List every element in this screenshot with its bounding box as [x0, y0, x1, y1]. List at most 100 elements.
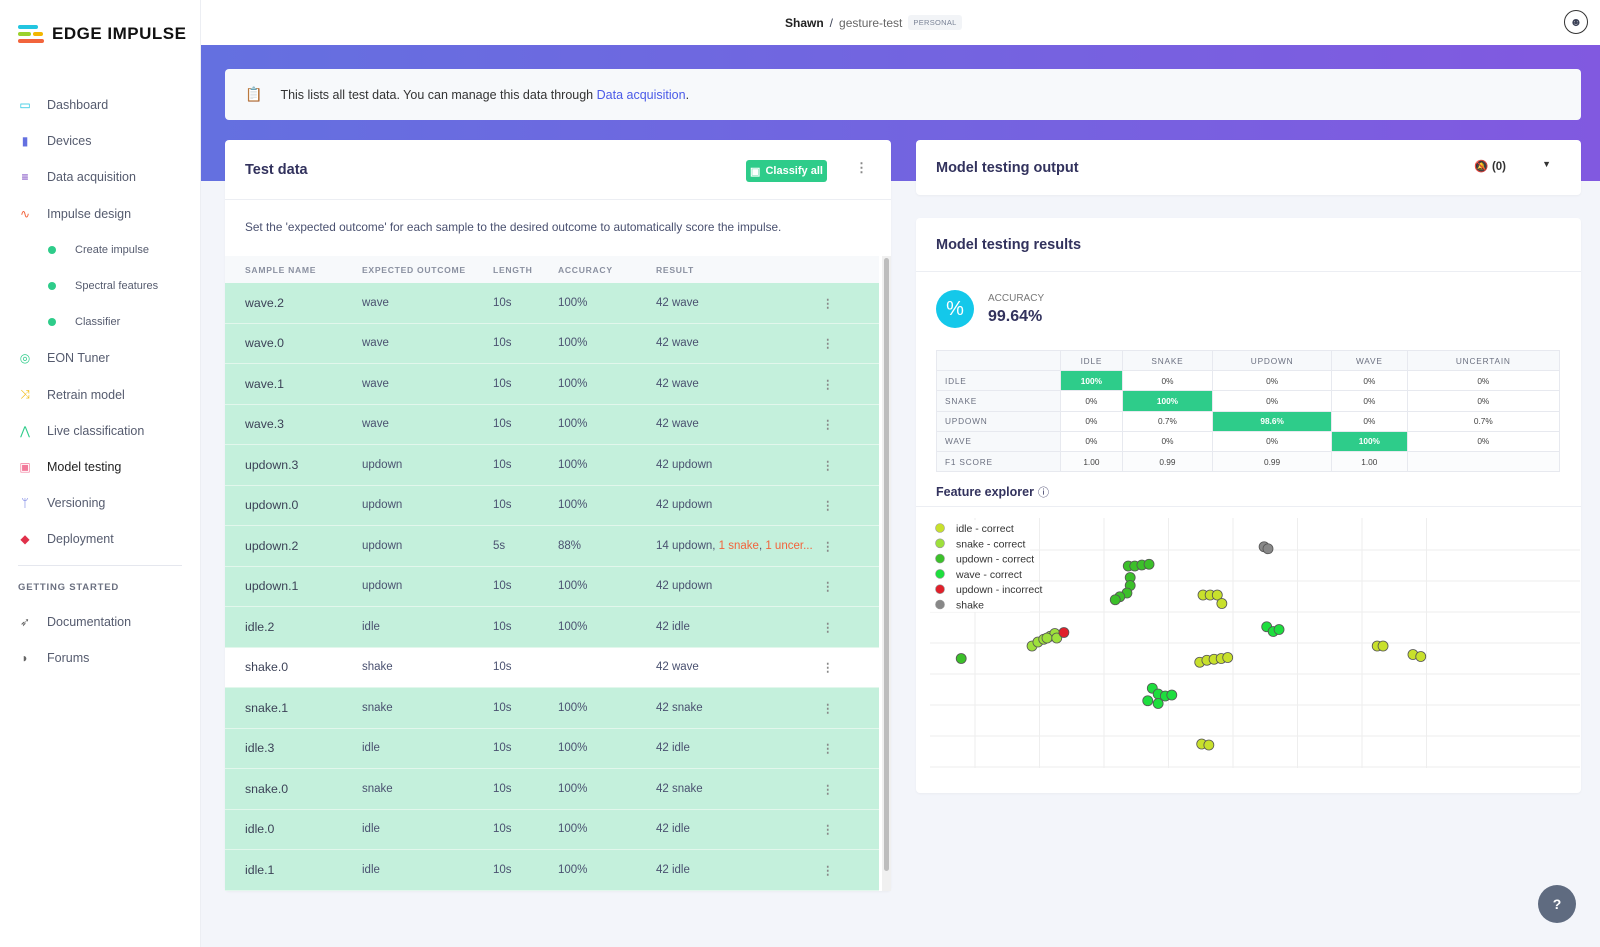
feature-explorer-chart[interactable]: idle - correct snake - correct updown - co… [930, 518, 1580, 768]
data-point[interactable] [1142, 695, 1154, 707]
database-icon: ≡ [21, 170, 29, 185]
row-menu-icon[interactable]: ⋮ [822, 702, 834, 715]
table-row[interactable]: wave.2 wave 10s 100% 42 wave ⋮ [225, 283, 879, 324]
data-point[interactable] [1273, 624, 1285, 635]
breadcrumb: Shawn / gesture-test PERSONAL [785, 15, 962, 30]
table-row[interactable]: updown.2 updown 5s 88% 14 updown, 1 snak… [225, 526, 879, 567]
table-row[interactable]: shake.0 shake 10s 42 wave ⋮ [225, 647, 879, 688]
sidebar-item-data-acquisition[interactable]: ≡ Data acquisition [0, 159, 200, 195]
classify-all-button[interactable]: ▣ Classify all [746, 160, 827, 182]
sidebar-item-live-classification[interactable]: ⋀ Live classification [0, 413, 200, 449]
table-row[interactable]: idle.3 idle 10s 100% 42 idle ⋮ [225, 728, 879, 769]
data-point[interactable] [1041, 632, 1053, 644]
data-point[interactable] [1109, 594, 1121, 606]
legend-label[interactable]: idle - correct [956, 523, 1014, 535]
breadcrumb-project[interactable]: gesture-test [839, 15, 903, 30]
row-menu-icon[interactable]: ⋮ [822, 621, 834, 634]
col-result[interactable]: RESULT [656, 264, 694, 275]
sidebar-item-classifier[interactable]: Classifier [0, 304, 200, 340]
sidebar-item-deployment[interactable]: ◆ Deployment [0, 521, 200, 557]
row-menu-icon[interactable]: ⋮ [822, 297, 834, 310]
sidebar-item-retrain-model[interactable]: ⤨ Retrain model [0, 377, 200, 413]
result-text: 42 snake [656, 782, 703, 795]
sidebar-item-eon-tuner[interactable]: ◎ EON Tuner [0, 340, 200, 376]
table-row[interactable]: updown.0 updown 10s 100% 42 updown ⋮ [225, 485, 879, 526]
sidebar-item-impulse-design[interactable]: ∿ Impulse design [0, 196, 200, 232]
table-row[interactable]: idle.0 idle 10s 100% 42 idle ⋮ [225, 809, 879, 850]
matrix-cell: 0% [1331, 370, 1408, 392]
legend-label[interactable]: shake [956, 600, 984, 612]
table-row[interactable]: updown.3 updown 10s 100% 42 updown ⋮ [225, 445, 879, 486]
data-point[interactable] [1377, 640, 1389, 652]
sidebar-item-forums[interactable]: ◗ Forums [0, 640, 200, 676]
data-point[interactable] [1051, 632, 1063, 644]
table-row[interactable]: snake.1 snake 10s 100% 42 snake ⋮ [225, 688, 879, 729]
matrix-header-row: IDLE SNAKE UPDOWN WAVE UNCERTAIN [936, 349, 1561, 372]
row-menu-icon[interactable]: ⋮ [822, 459, 834, 472]
sidebar-item-model-testing[interactable]: ▣ Model testing [0, 449, 200, 485]
expected-outcome: updown [362, 458, 403, 471]
sample-length: 10s [493, 337, 512, 350]
sample-length: 10s [493, 418, 512, 431]
data-point[interactable] [1262, 543, 1274, 555]
data-point[interactable] [1216, 598, 1228, 609]
row-menu-icon[interactable]: ⋮ [822, 864, 834, 877]
legend-label[interactable]: updown - incorrect [956, 584, 1042, 596]
scrollbar-thumb[interactable] [884, 258, 889, 871]
result-text: 42 updown [656, 580, 713, 593]
sidebar-item-create-impulse[interactable]: Create impulse [0, 232, 200, 268]
data-point[interactable] [1058, 627, 1070, 638]
row-menu-icon[interactable]: ⋮ [822, 378, 834, 391]
sidebar-item-versioning[interactable]: ᛘ Versioning [0, 485, 200, 521]
data-point[interactable] [1152, 698, 1164, 709]
status-dot-icon [48, 245, 56, 254]
scrollbar[interactable] [882, 256, 891, 891]
table-row[interactable]: wave.3 wave 10s 100% 42 wave ⋮ [225, 404, 879, 445]
row-menu-icon[interactable]: ⋮ [822, 581, 834, 594]
data-point[interactable] [1203, 739, 1215, 751]
user-avatar[interactable]: ☻ [1564, 10, 1588, 34]
row-menu-icon[interactable]: ⋮ [822, 338, 834, 351]
table-row[interactable]: idle.1 idle 10s 100% 42 idle ⋮ [225, 850, 879, 891]
help-button[interactable]: ? [1538, 885, 1576, 923]
matrix-row: SNAKE 0% 100% 0% 0% 0% [936, 390, 1561, 412]
more-options-icon[interactable]: ⋮ [855, 160, 868, 175]
data-point[interactable] [1143, 558, 1155, 570]
table-row[interactable]: idle.2 idle 10s 100% 42 idle ⋮ [225, 607, 879, 648]
sample-accuracy: 100% [558, 620, 588, 633]
sidebar-item-devices[interactable]: ▮ Devices [0, 123, 200, 159]
table-row[interactable]: wave.0 wave 10s 100% 42 wave ⋮ [225, 323, 879, 364]
breadcrumb-user[interactable]: Shawn [785, 15, 824, 30]
data-acquisition-link[interactable]: Data acquisition [596, 87, 686, 102]
row-menu-icon[interactable]: ⋮ [822, 500, 834, 513]
legend-label[interactable]: updown - correct [956, 554, 1034, 566]
row-menu-icon[interactable]: ⋮ [822, 419, 834, 432]
row-menu-icon[interactable]: ⋮ [822, 824, 834, 837]
table-row[interactable]: wave.1 wave 10s 100% 42 wave ⋮ [225, 364, 879, 405]
logo[interactable]: EDGE IMPULSE [18, 24, 186, 44]
chevron-down-icon[interactable]: ▼ [1542, 159, 1551, 169]
col-accuracy[interactable]: ACCURACY [558, 264, 613, 275]
data-point[interactable] [1222, 652, 1234, 663]
row-menu-icon[interactable]: ⋮ [822, 540, 834, 553]
col-sample-name[interactable]: SAMPLE NAME [245, 264, 317, 275]
data-point[interactable] [1211, 589, 1223, 601]
sample-name: shake.0 [245, 660, 289, 675]
sidebar-item-documentation[interactable]: ➶ Documentation [0, 603, 200, 639]
data-point[interactable] [1415, 651, 1427, 662]
row-menu-icon[interactable]: ⋮ [822, 743, 834, 756]
sidebar-item-dashboard[interactable]: ▭ Dashboard [0, 87, 200, 123]
row-menu-icon[interactable]: ⋮ [822, 783, 834, 796]
col-expected-outcome[interactable]: EXPECTED OUTCOME [362, 264, 466, 275]
data-point[interactable] [955, 653, 967, 664]
col-length[interactable]: LENGTH [493, 264, 533, 275]
row-menu-icon[interactable]: ⋮ [822, 662, 834, 675]
sidebar-item-spectral-features[interactable]: Spectral features [0, 268, 200, 304]
help-circle-icon[interactable]: ⓘ [1037, 487, 1049, 499]
data-point[interactable] [1166, 689, 1178, 701]
table-row[interactable]: snake.0 snake 10s 100% 42 snake ⋮ [225, 769, 879, 810]
legend-label[interactable]: snake - correct [956, 538, 1026, 550]
table-row[interactable]: updown.1 updown 10s 100% 42 updown ⋮ [225, 566, 879, 607]
notifications-toggle[interactable]: 🔕 (0) [1474, 159, 1506, 173]
legend-label[interactable]: wave - correct [955, 569, 1022, 581]
